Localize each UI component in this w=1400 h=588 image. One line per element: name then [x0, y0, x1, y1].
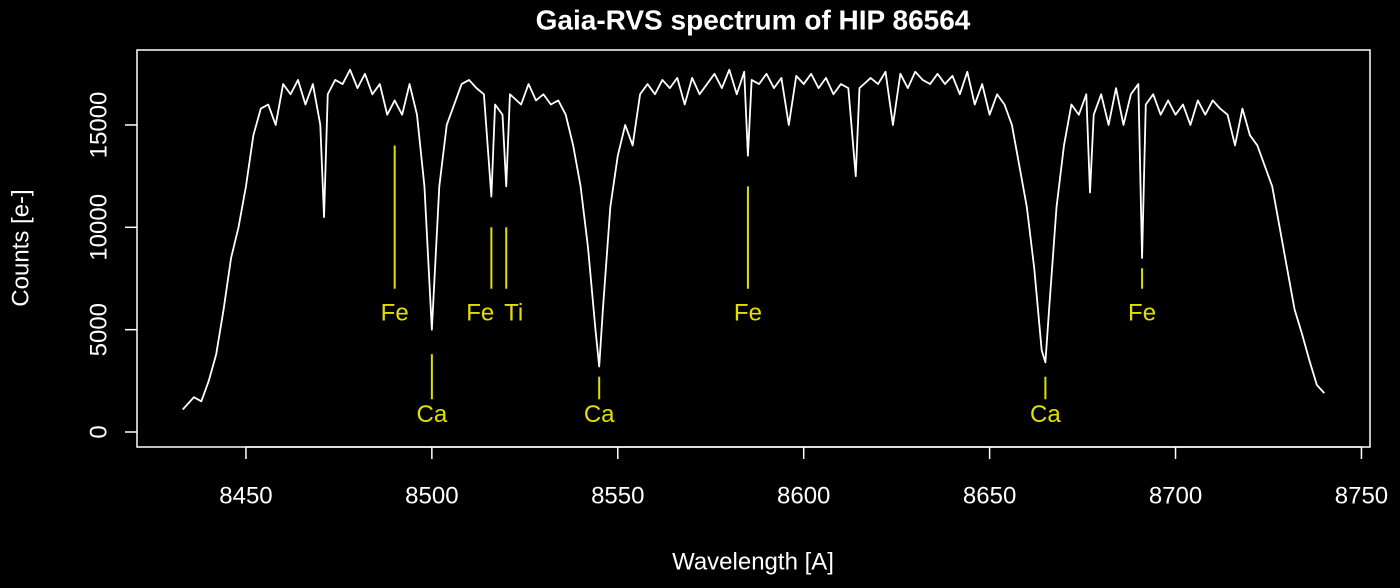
- annotation-label: Fe: [734, 300, 762, 327]
- x-tick-label: 8600: [777, 482, 830, 509]
- x-tick-label: 8450: [219, 482, 272, 509]
- spectrum-line: [182, 68, 1325, 411]
- x-tick-label: 8550: [591, 482, 644, 509]
- x-axis-label: Wavelength [A]: [672, 548, 834, 575]
- y-tick-label: 10000: [85, 194, 112, 261]
- annotation-label: Ca: [1030, 401, 1061, 428]
- annotation-label: Fe: [466, 300, 494, 327]
- y-tick-label: 0: [85, 425, 112, 438]
- annotation-label: Ca: [584, 401, 615, 428]
- y-axis-label: Counts [e-]: [7, 189, 34, 306]
- y-tick-label: 5000: [85, 303, 112, 356]
- chart-title: Gaia-RVS spectrum of HIP 86564: [536, 4, 971, 35]
- x-tick-label: 8650: [963, 482, 1016, 509]
- x-tick-label: 8700: [1149, 482, 1202, 509]
- y-tick-label: 15000: [85, 92, 112, 159]
- annotation-label: Fe: [381, 300, 409, 327]
- x-tick-label: 8500: [405, 482, 458, 509]
- x-tick-label: 8750: [1335, 482, 1388, 509]
- annotation-label: Ca: [417, 401, 448, 428]
- annotation-label: Fe: [1128, 300, 1156, 327]
- annotation-label: Ti: [504, 300, 523, 327]
